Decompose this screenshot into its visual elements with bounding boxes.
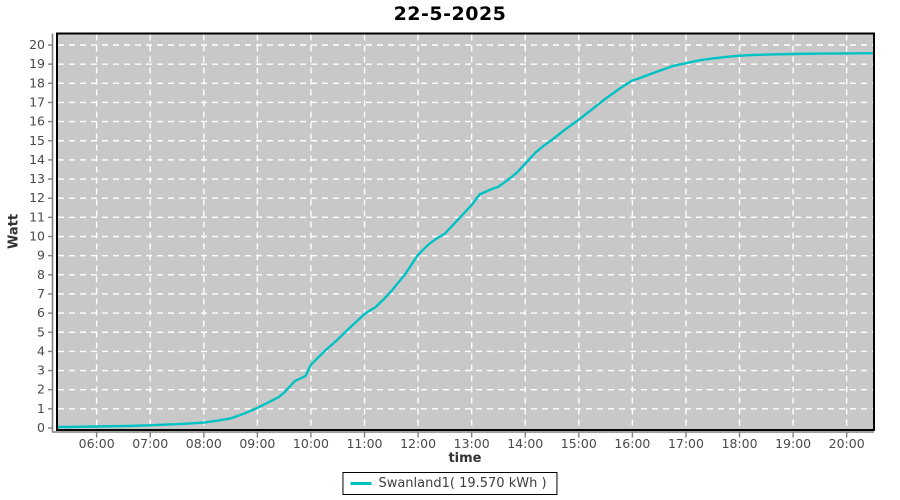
y-tick-label: 7 bbox=[37, 286, 45, 301]
y-tick-label: 12 bbox=[29, 190, 45, 205]
y-tick-label: 0 bbox=[37, 420, 45, 435]
x-tick-label: 09:00 bbox=[239, 436, 275, 451]
x-tick-label: 08:00 bbox=[186, 436, 222, 451]
series-line bbox=[55, 52, 875, 429]
y-tick-label: 19 bbox=[29, 56, 45, 71]
y-tick-label: 11 bbox=[29, 209, 45, 224]
y-tick-label: 13 bbox=[29, 171, 45, 186]
x-tick-label: 20:00 bbox=[829, 436, 865, 451]
y-tick-label: 14 bbox=[29, 152, 45, 167]
y-tick-label: 10 bbox=[29, 229, 45, 244]
y-tick-label: 16 bbox=[29, 114, 45, 129]
x-axis-label: time bbox=[448, 451, 482, 466]
x-tick-label: 15:00 bbox=[561, 436, 597, 451]
y-tick-label: 1 bbox=[37, 401, 45, 416]
y-tick-label: 6 bbox=[37, 305, 45, 320]
y-axis-label: Watt bbox=[6, 213, 22, 250]
chart-title: 22-5-2025 bbox=[393, 3, 507, 25]
x-tick-label: 18:00 bbox=[722, 436, 758, 451]
x-tick-label: 17:00 bbox=[668, 436, 704, 451]
y-tick-label: 17 bbox=[29, 94, 45, 109]
y-tick-label: 20 bbox=[29, 37, 45, 52]
x-tick-label: 07:00 bbox=[132, 436, 168, 451]
legend-series-swatch bbox=[350, 482, 372, 485]
y-tick-label: 9 bbox=[37, 248, 45, 263]
x-tick-label: 06:00 bbox=[79, 436, 115, 451]
y-tick-label: 2 bbox=[37, 382, 45, 397]
plot-border bbox=[56, 32, 875, 431]
x-tick-label: 16:00 bbox=[614, 436, 650, 451]
x-tick-label: 13:00 bbox=[454, 436, 490, 451]
x-tick-label: 14:00 bbox=[507, 436, 543, 451]
x-tick-label: 10:00 bbox=[293, 436, 329, 451]
legend: Swanland1( 19.570 kWh ) bbox=[342, 472, 558, 495]
y-tick-label: 18 bbox=[29, 75, 45, 90]
y-tick-label: 3 bbox=[37, 363, 45, 378]
y-tick-label: 4 bbox=[37, 343, 45, 358]
y-tick-label: 15 bbox=[29, 133, 45, 148]
y-tick-label: 5 bbox=[37, 324, 45, 339]
y-tick-label: 8 bbox=[37, 267, 45, 282]
x-tick-label: 12:00 bbox=[400, 436, 436, 451]
legend-series-label: Swanland1( 19.570 kWh ) bbox=[378, 476, 547, 491]
plot-area bbox=[57, 33, 874, 430]
x-tick-label: 19:00 bbox=[775, 436, 811, 451]
x-tick-label: 11:00 bbox=[346, 436, 382, 451]
